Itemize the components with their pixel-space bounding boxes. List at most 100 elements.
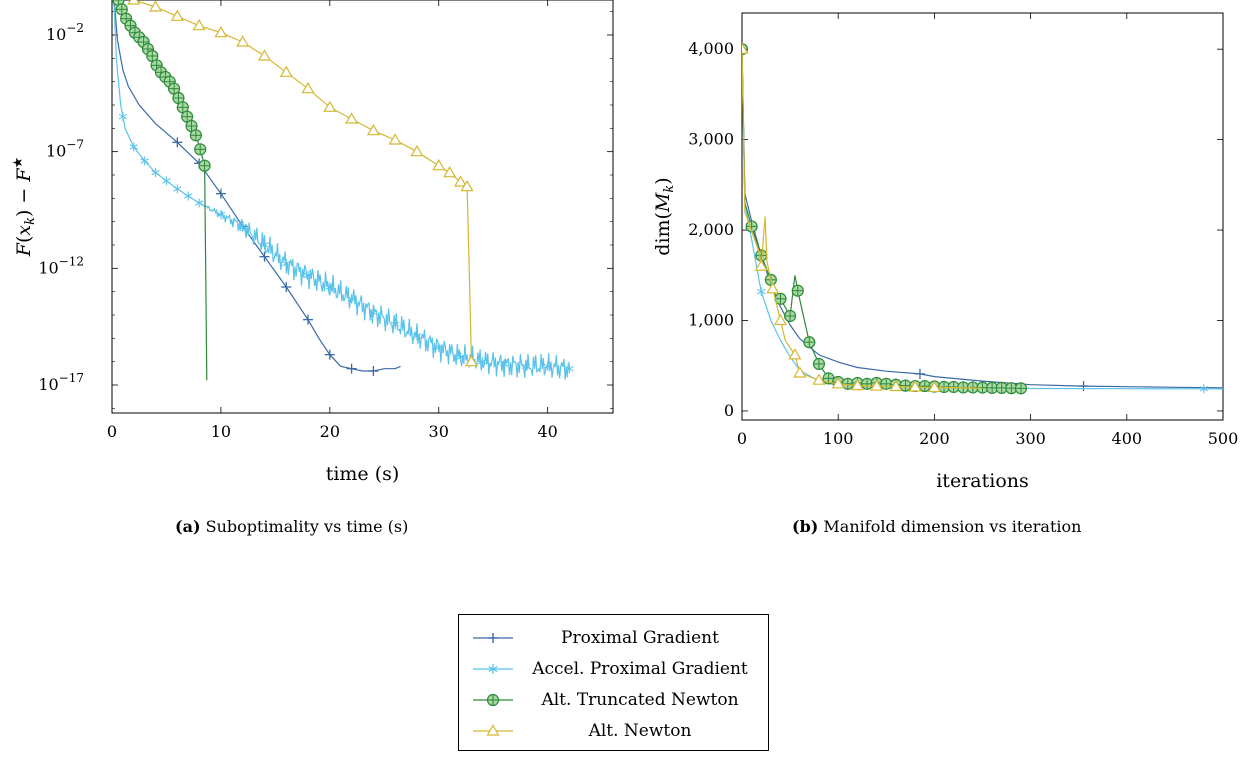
data-point-asterisk	[456, 352, 465, 362]
series-line-accel_prox_grad	[112, 0, 570, 380]
data-point-plus	[324, 349, 335, 360]
plot-frame	[741, 12, 1224, 421]
data-point-asterisk	[194, 198, 204, 208]
legend-label: Accel. Proximal Gradient	[532, 659, 748, 679]
series-accel_prox_grad	[742, 49, 1223, 394]
caption-a-text: Suboptimality vs time (s)	[205, 517, 409, 536]
data-point-asterisk	[757, 287, 766, 297]
data-point-triangle	[742, 42, 749, 54]
marker-stroke	[129, 144, 138, 150]
plot-area	[742, 42, 1223, 395]
data-point-asterisk	[347, 294, 356, 304]
caption-a-label: (a)	[175, 517, 201, 536]
data-point-asterisk	[369, 308, 378, 318]
data-point-asterisk	[238, 221, 247, 231]
series-alt_newton	[127, 0, 478, 367]
legend-asterisk-icon	[473, 664, 513, 674]
marker-stroke	[434, 344, 443, 351]
data-point-oplus	[181, 110, 194, 123]
data-point-plus	[303, 314, 314, 325]
y-axis-label: dim(Mk)	[652, 177, 677, 255]
legend: Proximal Gradient Accel. Proximal Gradie…	[458, 614, 769, 751]
data-point-triangle	[323, 100, 337, 112]
data-point-asterisk	[216, 210, 226, 220]
legend-entry-alt-newton: Alt. Newton	[459, 716, 770, 746]
data-point-triangle	[460, 179, 474, 192]
marker-stroke	[543, 363, 552, 370]
data-point-asterisk	[434, 343, 443, 353]
data-point-asterisk	[390, 319, 400, 329]
marker-stroke	[282, 260, 291, 267]
marker-stroke	[369, 309, 378, 316]
data-point-triangle	[773, 313, 788, 326]
legend-entry-accel-prox-grad: Accel. Proximal Gradient	[459, 654, 770, 684]
caption-b-label: (b)	[792, 517, 819, 536]
data-point-asterisk	[543, 361, 552, 371]
marker-stroke	[140, 158, 149, 164]
y-tick-label: 10−12	[38, 254, 84, 277]
data-point-oplus	[194, 143, 207, 156]
marker-stroke	[390, 321, 400, 328]
marker-stroke	[184, 193, 193, 199]
data-point-oplus	[189, 129, 202, 142]
data-point-asterisk	[478, 357, 487, 367]
marker-stroke	[238, 223, 247, 230]
marker-stroke	[565, 365, 574, 372]
marker-stroke	[325, 284, 335, 290]
marker-stroke	[347, 295, 356, 302]
series-alt_trunc_newton	[112, 0, 211, 381]
legend-label: Alt. Newton	[588, 721, 692, 741]
y-tick-label: 10−2	[46, 21, 84, 44]
x-tick-label: 100	[823, 429, 854, 448]
x-tick-label: 300	[1015, 429, 1046, 448]
legend-label: Proximal Gradient	[561, 628, 719, 648]
caption-b-text: Manifold dimension vs iteration	[823, 517, 1082, 536]
data-point-plus	[368, 366, 379, 376]
series-line-alt_trunc_newton	[742, 49, 1022, 389]
data-point-oplus	[185, 119, 198, 133]
marker-stroke	[521, 363, 531, 370]
data-point-triangle	[788, 348, 802, 360]
data-point-plus	[215, 188, 226, 199]
x-tick-label: 200	[919, 429, 950, 448]
legend-plus-icon	[473, 633, 513, 643]
marker-stroke	[303, 272, 313, 279]
data-point-asterisk	[140, 156, 149, 166]
marker-stroke	[499, 361, 509, 367]
marker-stroke	[757, 288, 766, 295]
data-point-triangle	[214, 25, 228, 38]
data-point-oplus	[1014, 382, 1028, 395]
y-tick-label: 1,000	[688, 311, 734, 330]
data-point-asterisk	[184, 191, 193, 201]
data-point-oplus	[1005, 382, 1018, 395]
data-point-plus	[1078, 381, 1089, 392]
y-tick-label: 0	[724, 401, 734, 420]
data-point-triangle	[257, 49, 272, 61]
series-alt_trunc_newton	[742, 43, 1028, 395]
data-point-asterisk	[1199, 384, 1208, 394]
data-point-asterisk	[162, 176, 171, 186]
marker-stroke	[173, 186, 182, 192]
data-point-triangle	[754, 259, 768, 271]
data-point-asterisk	[151, 168, 160, 178]
caption-a: (a) Suboptimality vs time (s)	[175, 517, 408, 536]
data-point-triangle	[927, 380, 941, 393]
data-point-triangle	[453, 175, 468, 187]
data-point-triangle	[812, 373, 826, 385]
x-tick-label: 500	[1208, 429, 1239, 448]
series-line-alt_trunc_newton	[117, 0, 208, 381]
marker-stroke	[194, 200, 204, 206]
plot-a-suboptimality: 0 10 20 30 40 10−2 10−7 10−12 10−17 time (s) F(xk)…	[11, 0, 614, 485]
x-tick-label: 20	[320, 422, 340, 441]
data-point-asterisk	[412, 331, 422, 341]
data-point-plus	[259, 251, 270, 262]
x-tick-label: 0	[737, 429, 747, 448]
series-line-prox_grad	[742, 49, 1223, 389]
x-tick-label: 400	[1112, 429, 1143, 448]
x-tick-label: 30	[429, 422, 449, 441]
data-point-asterisk	[129, 142, 138, 152]
data-point-plus	[914, 368, 925, 379]
data-point-asterisk	[565, 364, 574, 374]
x-axis-label: iterations	[936, 470, 1029, 492]
